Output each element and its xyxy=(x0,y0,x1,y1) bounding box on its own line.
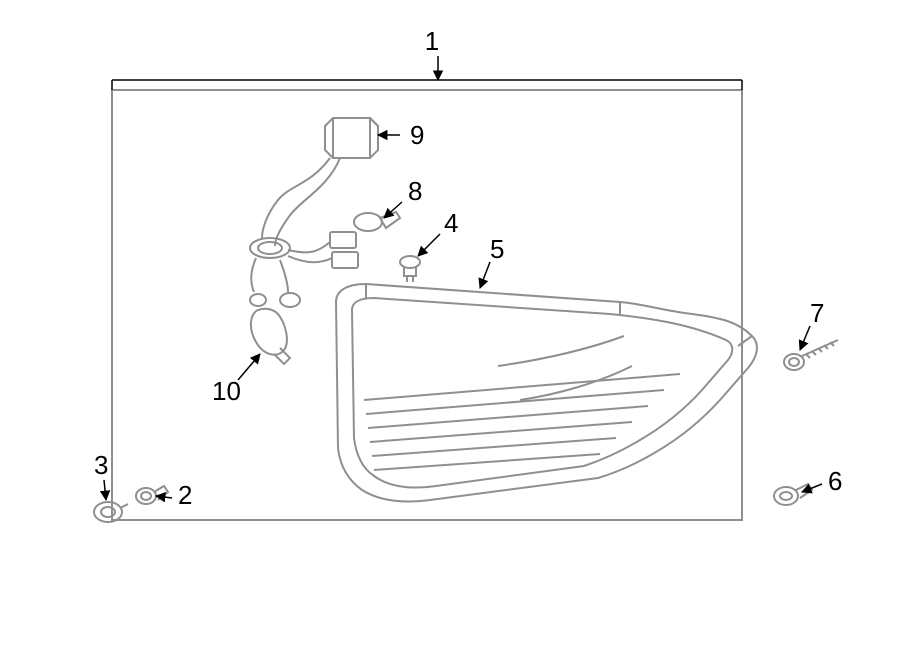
callout-7-label: 7 xyxy=(810,298,824,328)
callout-9-label: 8 xyxy=(408,176,422,206)
assembly-bounding-box xyxy=(112,90,742,520)
callout-10-label: 10 xyxy=(212,376,241,406)
part-grommet-6 xyxy=(774,484,812,505)
part-large-bulb xyxy=(251,309,290,364)
callout-1-label: 1 xyxy=(425,26,439,56)
callout-1-leader xyxy=(112,56,742,90)
part-connector-box xyxy=(325,118,378,158)
part-tail-lamp-lens xyxy=(336,284,757,502)
callout-2-leader xyxy=(156,496,172,498)
part-screw xyxy=(784,340,838,370)
callout-6-label: 6 xyxy=(828,466,842,496)
callout-4-label: 4 xyxy=(444,208,458,238)
callout-5-label: 5 xyxy=(490,234,504,264)
callout-8-label: 9 xyxy=(410,120,424,150)
part-push-clip xyxy=(400,256,420,282)
callout-7-leader xyxy=(800,326,810,350)
callout-4-leader xyxy=(418,234,440,256)
callout-10-leader xyxy=(238,354,260,380)
part-small-bulb xyxy=(354,212,400,231)
callout-2-label: 2 xyxy=(178,480,192,510)
part-grommet-2 xyxy=(136,486,168,504)
callout-3-leader xyxy=(104,480,106,500)
callout-5-leader xyxy=(480,262,490,288)
callout-3-label: 3 xyxy=(94,450,108,480)
parts-diagram-svg: 1 xyxy=(0,0,900,661)
part-wiring-harness xyxy=(250,118,378,307)
